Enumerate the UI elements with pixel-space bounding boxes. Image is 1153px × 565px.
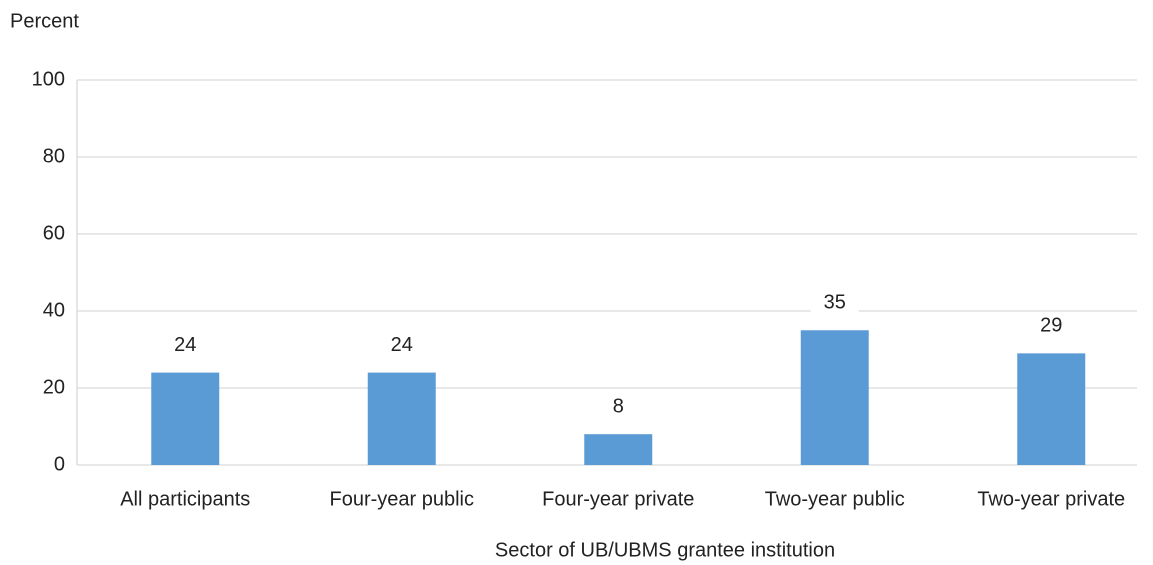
value-label-bg (1027, 313, 1076, 340)
x-tick-label: Four-year public (329, 488, 474, 510)
bar (800, 330, 869, 465)
value-label: 8 (613, 395, 624, 417)
value-label-bg (594, 394, 643, 421)
y-tick-label: 60 (43, 222, 65, 244)
x-axis-title: Sector of UB/UBMS grantee institution (495, 539, 835, 561)
y-axis-title: Percent (10, 10, 79, 32)
value-label: 35 (824, 292, 846, 314)
bar (1017, 353, 1086, 465)
y-tick-label: 80 (43, 145, 65, 167)
value-label-bg (377, 332, 426, 359)
value-label: 29 (1040, 315, 1062, 337)
y-tick-label: 40 (43, 299, 65, 321)
y-tick-label: 20 (43, 376, 65, 398)
x-tick-label: All participants (120, 488, 250, 510)
value-label: 24 (391, 334, 413, 356)
value-label-bg (161, 332, 210, 359)
x-tick-label: Two-year private (977, 488, 1125, 510)
bar (584, 434, 653, 465)
value-label: 24 (174, 334, 196, 356)
y-tick-label: 100 (32, 68, 65, 90)
x-tick-label: Four-year private (542, 488, 694, 510)
y-tick-label: 0 (54, 453, 65, 475)
bar (367, 372, 436, 465)
value-label-bg (810, 290, 859, 317)
bar (151, 372, 220, 465)
x-tick-label: Two-year public (765, 488, 905, 510)
